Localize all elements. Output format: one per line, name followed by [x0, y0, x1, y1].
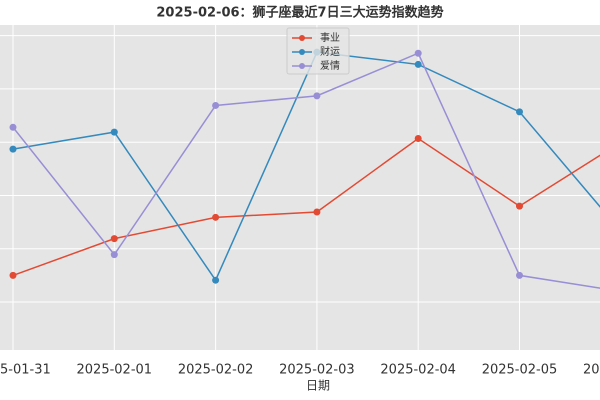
- legend-marker: [299, 63, 305, 69]
- data-point: [110, 251, 118, 259]
- x-axis-label: 日期: [306, 379, 330, 393]
- data-point: [414, 49, 422, 57]
- data-point: [9, 123, 17, 131]
- x-tick-label: 2025-02-06: [583, 363, 600, 378]
- data-point: [516, 271, 523, 279]
- data-point: [9, 271, 17, 279]
- data-point: [212, 276, 220, 284]
- data-point: [516, 202, 523, 210]
- data-point: [313, 208, 321, 216]
- x-tick-label: 2025-02-02: [178, 363, 254, 378]
- data-point: [313, 92, 321, 100]
- data-point: [516, 108, 523, 116]
- legend-label: 财运: [320, 45, 340, 58]
- legend-marker: [299, 35, 305, 41]
- x-tick-label: 2025-01-31: [0, 363, 51, 378]
- x-tick-label: 2025-02-04: [380, 363, 456, 378]
- data-point: [110, 235, 118, 243]
- x-tick-label: 2025-02-01: [77, 363, 153, 378]
- data-point: [9, 145, 17, 153]
- plot-area: [0, 25, 600, 350]
- data-point: [212, 101, 220, 109]
- data-point: [414, 134, 422, 142]
- chart-title: 2025-02-06：狮子座最近7日三大运势指数趋势: [156, 5, 443, 21]
- data-point: [212, 213, 220, 221]
- x-tick-label: 2025-02-03: [279, 363, 355, 378]
- legend-marker: [299, 49, 305, 55]
- legend-label: 事业: [320, 31, 340, 44]
- legend-label: 爱情: [320, 59, 340, 72]
- data-point: [414, 60, 422, 68]
- data-point: [110, 128, 118, 136]
- x-tick-label: 2025-02-05: [482, 363, 558, 378]
